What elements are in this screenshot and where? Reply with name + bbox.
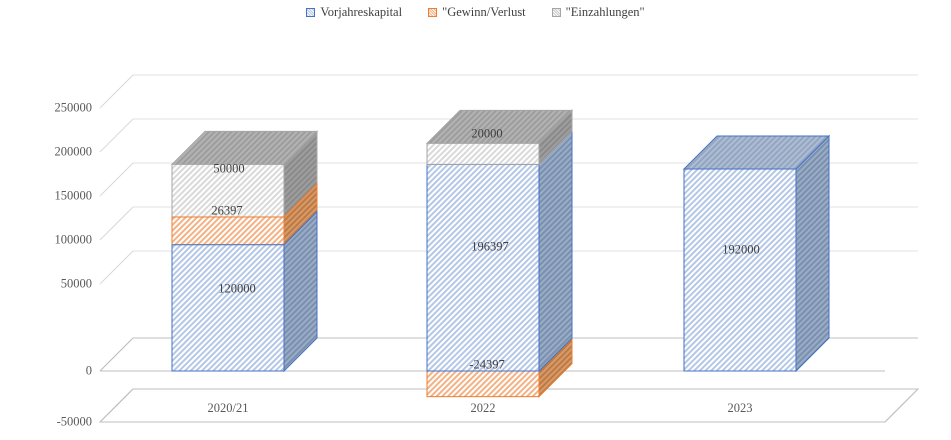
- x-axis-category-label: 2020/21: [207, 401, 249, 415]
- legend-label: "Einzahlungen": [565, 5, 645, 19]
- legend-item-einzahlungen[interactable]: "Einzahlungen": [551, 5, 645, 20]
- legend-label: Vorjahreskapital: [320, 5, 403, 19]
- y-axis-tick-label: 150000: [54, 188, 93, 203]
- bar-segment[interactable]: [426, 130, 573, 373]
- chart-legend: Vorjahreskapital "Gewinn/Verlust "Einzah…: [0, 5, 951, 20]
- x-axis-category-label: 2022: [470, 401, 496, 415]
- y-axis-tick-label: 100000: [54, 232, 93, 247]
- y-axis-tick-label: 250000: [54, 100, 93, 115]
- legend-swatch-icon: [306, 8, 316, 17]
- legend-item-vorjahreskapital[interactable]: Vorjahreskapital: [306, 5, 402, 20]
- y-axis-tick-label: -50000: [56, 414, 92, 429]
- bar-segment[interactable]: [425, 109, 574, 166]
- legend-swatch-icon: [428, 8, 438, 17]
- bar-segment[interactable]: [426, 336, 573, 398]
- legend-item-gewinn-verlust[interactable]: "Gewinn/Verlust: [428, 5, 526, 20]
- y-axis-labels: 250000 200000 150000 100000 50000 0 -50000: [0, 0, 100, 440]
- y-axis-tick-label: 0: [85, 363, 92, 378]
- y-axis-tick-label: 50000: [60, 276, 92, 291]
- x-axis-category-label: 2023: [727, 401, 753, 415]
- bar-segment[interactable]: [171, 210, 318, 373]
- legend-swatch-icon: [551, 8, 561, 17]
- y-axis-tick-label: 200000: [54, 144, 93, 159]
- chart-bars: [170, 109, 831, 398]
- legend-label: "Gewinn/Verlust: [442, 5, 526, 19]
- bar-segment[interactable]: [170, 130, 319, 219]
- bar-segment[interactable]: [682, 134, 831, 373]
